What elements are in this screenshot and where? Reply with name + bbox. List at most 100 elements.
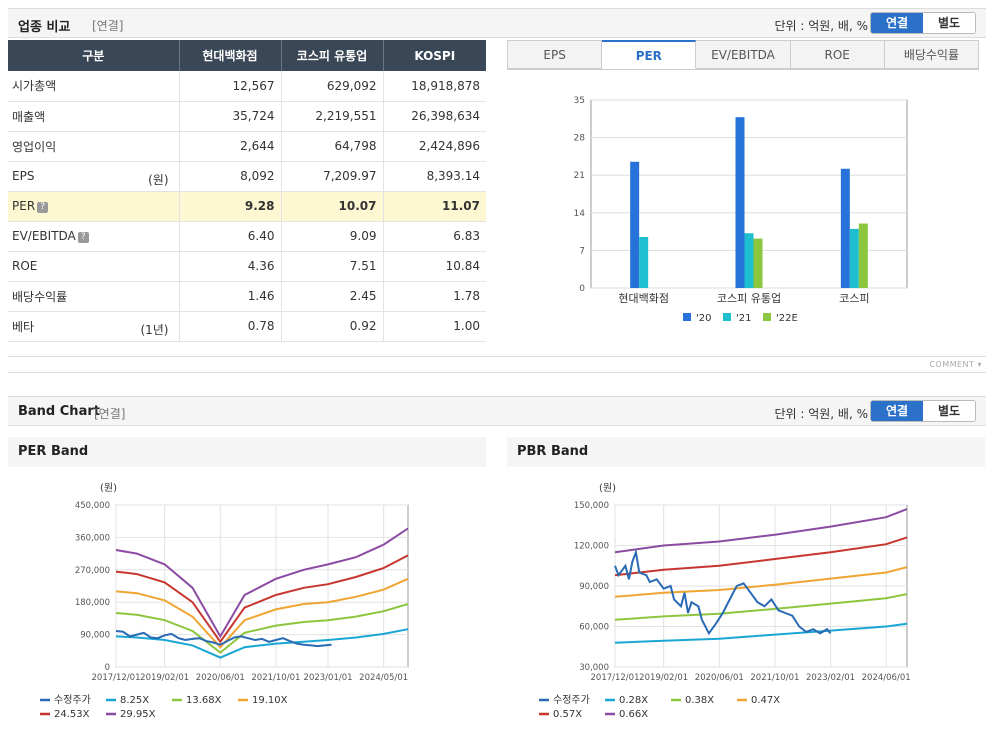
table-row: EPS (원) 8,092 7,209.97 8,393.14 — [8, 161, 486, 192]
value-cell: 11.07 — [383, 191, 486, 222]
col-header: KOSPI — [383, 40, 486, 71]
row-label: EPS — [12, 169, 35, 183]
bar — [858, 223, 868, 288]
bar — [753, 238, 763, 288]
series-line — [115, 527, 409, 639]
band-consolidated-button[interactable]: 연결 — [871, 401, 923, 421]
y-tick-label: 21 — [574, 171, 585, 181]
pbr-band-panel: PBR Band (원) 30,000 60,000 90,000 120,000 150… — [507, 437, 985, 737]
consolidated-button[interactable]: 연결 — [871, 13, 923, 33]
y-tick-label: 180,000 — [75, 598, 110, 608]
band-chart-title: Band Chart — [18, 404, 100, 419]
pbr-band-chart: (원) 30,000 60,000 90,000 120,000 150,000 2017/… — [539, 482, 911, 720]
band-chart-sub: [연결] — [94, 407, 126, 421]
section-divider — [8, 356, 986, 357]
row-label-cell: 매출액 — [8, 101, 180, 132]
y-tick-label: 90,000 — [80, 631, 110, 641]
y-tick-label: 0 — [105, 663, 110, 673]
legend-swatch — [723, 313, 731, 321]
y-tick-label: 30,000 — [579, 663, 609, 673]
x-tick-label: 2017/12/01 — [92, 673, 141, 683]
row-label: ROE — [12, 259, 38, 273]
legend-label: 8.25X — [120, 695, 149, 706]
value-cell: 1.46 — [179, 281, 282, 312]
row-label-cell: 영업이익 — [8, 131, 180, 162]
series-line — [115, 603, 409, 654]
x-tick-label: 2024/06/01 — [862, 673, 911, 683]
series-line — [614, 622, 908, 644]
per-band-title: PER Band — [8, 437, 486, 467]
row-unit: (원) — [148, 172, 169, 187]
legend-label: 13.68X — [186, 695, 222, 706]
x-tick-label: 코스피 유통업 — [717, 292, 781, 305]
x-tick-label: 2019/02/01 — [639, 673, 688, 683]
value-cell: 6.83 — [383, 221, 486, 252]
y-tick-label: 270,000 — [75, 566, 110, 576]
per-band-chart: (원) 0 90,000 180,000 270,000 360,000 450,000 20… — [40, 482, 409, 720]
legend-label: 0.38X — [685, 695, 714, 706]
table-row: 베타 (1년) 0.78 0.92 1.00 — [8, 311, 486, 342]
series-line — [115, 554, 409, 644]
x-tick-label: 2020/06/01 — [695, 673, 744, 683]
row-label: 배당수익률 — [12, 289, 68, 304]
legend-label: 0.28X — [619, 695, 648, 706]
value-cell: 9.28 — [179, 191, 282, 222]
help-icon[interactable]: ? — [77, 232, 89, 243]
y-tick-label: 450,000 — [75, 501, 110, 511]
row-label-cell: ROE — [8, 251, 180, 282]
col-header: 구분 — [8, 40, 180, 71]
tab-eps[interactable]: EPS — [507, 40, 603, 69]
x-tick-label: 현대백화점 — [618, 292, 669, 305]
tab-evebitda[interactable]: EV/EBITDA — [696, 40, 791, 69]
value-cell: 8,092 — [179, 161, 282, 192]
row-label-cell: EPS (원) — [8, 161, 180, 192]
table-row: 배당수익률 1.46 2.45 1.78 — [8, 281, 486, 312]
value-cell: 10.84 — [383, 251, 486, 282]
x-tick-label: 코스피 — [839, 292, 869, 305]
industry-unit-text: 단위 : 억원, 배, % — [774, 19, 868, 33]
help-icon[interactable]: ? — [37, 202, 49, 213]
bar — [639, 236, 649, 288]
x-tick-label: 2021/10/01 — [750, 673, 799, 683]
tab-dividend-yield[interactable]: 배당수익률 — [884, 40, 980, 69]
x-tick-label: 2020/06/01 — [196, 673, 245, 683]
bar — [735, 117, 745, 288]
row-label-cell: 시가총액 — [8, 71, 180, 102]
value-cell: 2,219,551 — [281, 101, 384, 132]
value-cell: 2,424,896 — [383, 131, 486, 162]
row-unit: (1년) — [140, 322, 169, 337]
bar — [744, 233, 754, 288]
row-label: PER — [12, 199, 36, 213]
metric-tabs: EPS PER EV/EBITDA ROE 배당수익률 — [507, 40, 980, 70]
table-row: 영업이익 2,644 64,798 2,424,896 — [8, 131, 486, 162]
value-cell: 2.45 — [281, 281, 384, 312]
y-tick-label: 120,000 — [574, 542, 609, 552]
comment-toggle[interactable]: COMMENT ▾ — [929, 360, 982, 369]
y-axis-unit: (원) — [100, 482, 117, 494]
y-tick-label: 360,000 — [75, 533, 110, 543]
tab-roe[interactable]: ROE — [790, 40, 885, 69]
row-label: 영업이익 — [12, 139, 57, 154]
value-cell: 26,398,634 — [383, 101, 486, 132]
value-cell: 35,724 — [179, 101, 282, 132]
industry-compare-sub: [연결] — [92, 19, 124, 33]
y-tick-label: 60,000 — [579, 623, 609, 633]
value-cell: 18,918,878 — [383, 71, 486, 102]
band-separate-button[interactable]: 별도 — [923, 401, 975, 421]
x-tick-label: 2017/12/01 — [591, 673, 640, 683]
value-cell: 0.78 — [179, 311, 282, 342]
value-cell: 4.36 — [179, 251, 282, 282]
row-label: 베타 — [12, 319, 35, 334]
value-cell: 7,209.97 — [281, 161, 384, 192]
table-row: 매출액 35,724 2,219,551 26,398,634 — [8, 101, 486, 132]
separate-button[interactable]: 별도 — [923, 13, 975, 33]
bar — [849, 228, 859, 288]
col-header: 코스피 유통업 — [281, 40, 384, 71]
row-label: EV/EBITDA — [12, 229, 76, 243]
y-tick-label: 150,000 — [574, 501, 609, 511]
tab-per[interactable]: PER — [602, 40, 697, 69]
industry-consolidation-toggle: 연결 별도 — [870, 12, 976, 34]
series-line — [115, 628, 409, 659]
pbr-band-title: PBR Band — [507, 437, 985, 467]
bar — [840, 168, 850, 288]
